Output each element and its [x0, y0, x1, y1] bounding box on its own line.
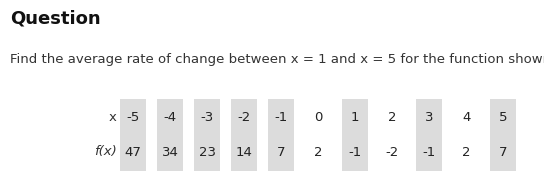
- Text: 4: 4: [462, 111, 471, 124]
- Text: 0: 0: [314, 111, 323, 124]
- Text: -3: -3: [201, 111, 214, 124]
- Text: 47: 47: [125, 146, 142, 158]
- Text: 7: 7: [277, 146, 286, 158]
- Text: x: x: [109, 111, 117, 124]
- Text: 2: 2: [462, 146, 471, 158]
- Text: -2: -2: [238, 111, 251, 124]
- Text: 14: 14: [236, 146, 253, 158]
- Text: 2: 2: [388, 111, 397, 124]
- FancyBboxPatch shape: [120, 99, 146, 171]
- FancyBboxPatch shape: [342, 99, 368, 171]
- Text: 23: 23: [199, 146, 216, 158]
- Text: Find the average rate of change between x = 1 and x = 5 for the function shown i: Find the average rate of change between …: [10, 53, 544, 66]
- Text: Question: Question: [10, 10, 101, 28]
- Text: 5: 5: [499, 111, 508, 124]
- Text: -1: -1: [275, 111, 288, 124]
- Text: 3: 3: [425, 111, 434, 124]
- Text: -1: -1: [423, 146, 436, 158]
- Text: -5: -5: [127, 111, 140, 124]
- Text: -1: -1: [349, 146, 362, 158]
- FancyBboxPatch shape: [490, 99, 516, 171]
- Text: 34: 34: [162, 146, 179, 158]
- Text: 2: 2: [314, 146, 323, 158]
- Text: f(x): f(x): [94, 146, 117, 158]
- FancyBboxPatch shape: [231, 99, 257, 171]
- FancyBboxPatch shape: [194, 99, 220, 171]
- Text: 1: 1: [351, 111, 360, 124]
- FancyBboxPatch shape: [157, 99, 183, 171]
- FancyBboxPatch shape: [268, 99, 294, 171]
- Text: -2: -2: [386, 146, 399, 158]
- FancyBboxPatch shape: [416, 99, 442, 171]
- Text: 7: 7: [499, 146, 508, 158]
- Text: -4: -4: [164, 111, 177, 124]
